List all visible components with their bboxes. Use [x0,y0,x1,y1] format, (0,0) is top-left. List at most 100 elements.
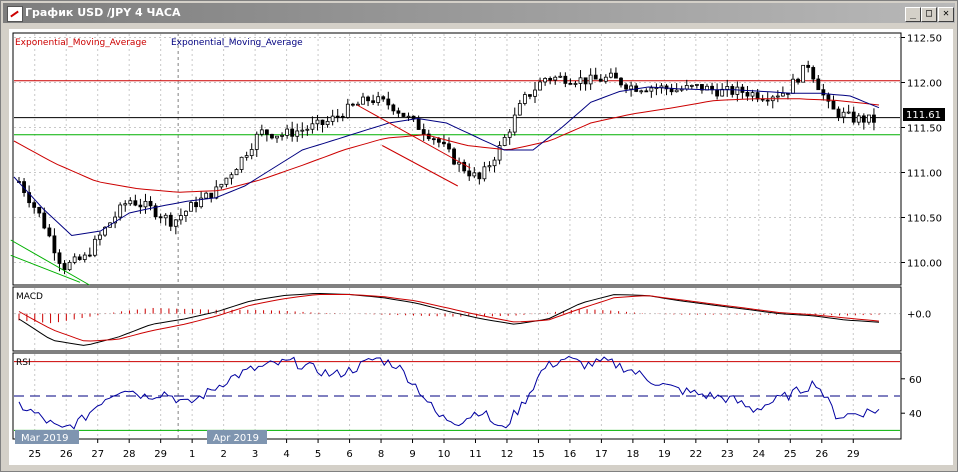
candle-body [98,234,102,240]
candle-body [725,86,730,90]
candle-body [715,89,720,97]
rsi-tick-label: 60 [909,375,922,386]
candle-body [603,76,608,82]
candle-body [421,129,426,135]
candle-body [204,192,209,199]
candle-body [249,149,254,157]
candle-body [608,72,613,78]
close-button[interactable]: ✕ [938,7,954,22]
candle-body [497,145,502,161]
candle-body [320,119,325,126]
candle-body [295,130,300,137]
legend-ema-slow: Exponential_Moving_Average [15,38,147,48]
candle-body [123,203,128,206]
candle-body [507,131,512,138]
title-bar[interactable]: График USD /JPY 4 ЧАСА _ □ ✕ [3,3,955,23]
candle-body [477,172,482,180]
macd-tick-label: +0.0 [907,310,931,321]
ema-slow-line [13,98,880,193]
period-marker-apr-label: Apr 2019 [213,433,259,444]
rsi-tick-label: 40 [909,409,922,420]
price-panel [12,32,902,286]
candle-body [467,170,472,177]
x-tick-label: 25 [784,449,797,460]
price-levels [14,80,900,136]
x-tick-label: 18 [627,449,640,460]
x-tick-label: 8 [378,449,384,460]
candle-body [806,64,811,68]
candle-body [487,165,492,168]
y-tick-label: 110.00 [907,259,942,270]
x-tick-label: 25 [28,449,41,460]
candle-body [259,129,264,135]
candle-body [791,78,795,94]
candle-body [548,78,553,81]
axes: 25 26 27 28 29 1 2 3 4 5 6 8 9 10 11 12 15 16 17 18 19 22 23 24… [28,34,942,461]
candle-body [694,84,699,86]
candle-body [543,78,548,83]
candle-body [87,254,92,257]
candle-body [189,202,193,212]
candle-body [563,75,568,84]
candle-body [619,77,623,86]
candle-body [750,92,755,97]
candle-body [841,111,846,118]
candle-body [553,76,558,81]
candle-body [846,111,851,114]
x-tick-label: 26 [60,449,73,460]
candle-body [573,83,578,85]
y-tick-label: 110.50 [907,214,942,225]
candle-body [275,135,279,139]
candle-body [522,94,527,104]
maximize-button[interactable]: □ [921,7,937,22]
minimize-button[interactable]: _ [905,7,921,22]
chart-svg[interactable]: 25 26 27 28 29 1 2 3 4 5 6 8 9 10 11 12 15 16 17 18 19 22 23 24… [9,29,953,465]
candle-body [264,129,269,135]
candle-body [472,172,477,177]
candle-body [92,238,97,256]
candle-body [669,88,674,93]
y-tick-label: 111.50 [907,124,942,135]
x-tick-label: 19 [658,449,671,460]
candle-body [816,78,821,91]
candle-body [872,114,876,123]
macd-label: MACD [16,292,43,302]
candle-body [856,115,861,123]
y-tick-label: 111.00 [907,169,942,180]
candle-body [345,103,350,118]
candle-body [280,134,284,137]
legend-ema-fast: Exponential_Moving_Average [171,38,303,48]
candle-body [436,138,441,143]
candle-body [158,216,163,219]
candle-body [62,263,67,271]
candle-body [583,77,588,85]
candle-body [396,110,401,114]
candle-body [492,159,497,167]
candle-body [755,92,760,100]
candle-body [538,81,542,91]
candle-body [411,115,416,120]
candle-body [826,94,831,102]
x-tick-label: 22 [689,449,702,460]
candle-body [350,103,355,106]
candle-body [244,155,249,158]
candle-body [689,84,694,87]
candle-body [67,261,72,271]
candle-body [502,136,507,146]
period-marker-mar [15,430,79,444]
candle-body [836,108,841,118]
candle-body [163,214,168,219]
candle-body [199,197,204,208]
x-tick-label: 23 [721,449,734,460]
candle-body [639,90,644,93]
x-tick-label: 2 [220,449,226,460]
candle-body [184,210,188,216]
x-tick-label: 6 [346,449,352,460]
candle-body [426,133,431,140]
candle-body [47,227,52,237]
ema-fast-line [13,86,880,237]
x-tick-label: 26 [815,449,828,460]
candle-body [178,215,183,221]
chart-area[interactable]: 25 26 27 28 29 1 2 3 4 5 6 8 9 10 11 12 15 16 17 18 19 22 23 24… [9,29,953,465]
period-marker-mar-label: Mar 2019 [21,433,69,444]
